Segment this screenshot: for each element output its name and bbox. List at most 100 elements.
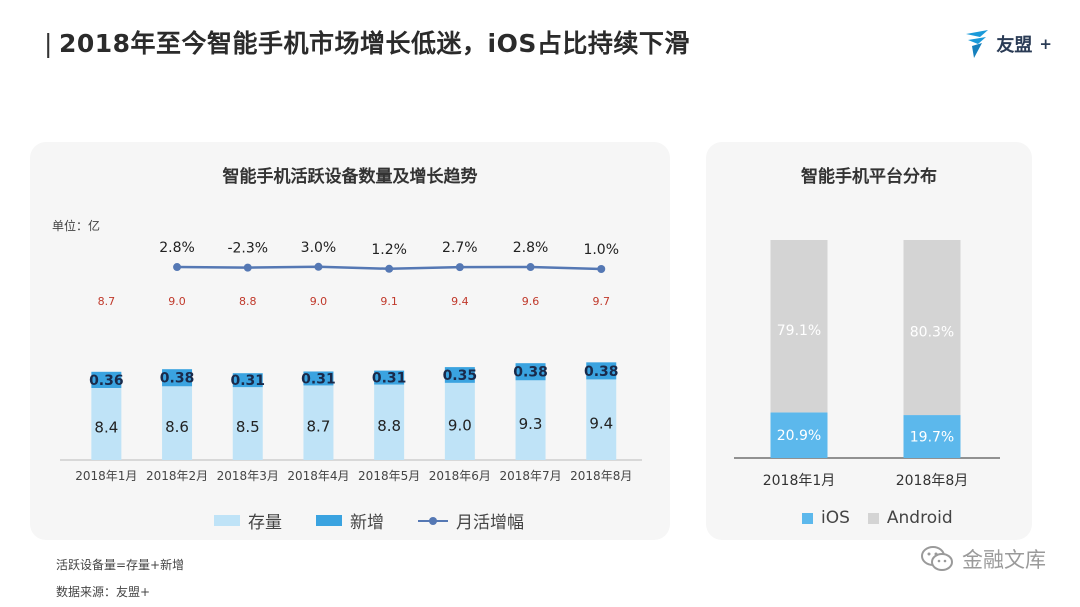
- stock-value-label: 8.6: [165, 418, 189, 436]
- total-value-label: 9.0: [310, 295, 328, 308]
- legend-label-stock: 存量: [248, 513, 282, 533]
- total-value-label: 9.0: [168, 295, 186, 308]
- new-value-label: 0.36: [89, 373, 124, 389]
- x-tick-label: 2018年5月: [358, 469, 420, 483]
- title-text: 2018年至今智能手机市场增长低迷，iOS占比持续下滑: [58, 29, 690, 58]
- new-bar: [162, 369, 193, 387]
- stock-bar: [515, 380, 546, 460]
- brand-plus: +: [1039, 35, 1052, 53]
- ios-bar: [770, 412, 828, 458]
- growth-point: [243, 263, 252, 272]
- legend-item-growth: 月活增幅: [418, 508, 524, 533]
- new-value-label: 0.31: [301, 371, 336, 387]
- ios-value-label: 20.9%: [777, 428, 821, 444]
- new-bar: [444, 367, 475, 383]
- stock-bar: [232, 387, 263, 460]
- platform-chart-panel: 智能手机平台分布 20.9% 79.1% 2018年1月 19.7% 80.3% 2018…: [706, 142, 1032, 540]
- page-title: | 2018年至今智能手机市场增长低迷，iOS占比持续下滑: [44, 24, 690, 60]
- new-bar: [515, 363, 546, 381]
- new-bar: [374, 370, 405, 385]
- x-tick-label: 2018年8月: [896, 473, 969, 489]
- activity-chart-svg: 8.4 0.36 8.7 2018年1月 8.6 0.38 9.0 2018年2月 8.5 0.3…: [60, 240, 642, 483]
- stock-value-label: 8.8: [377, 417, 401, 435]
- x-tick-label: 2018年1月: [75, 469, 137, 483]
- growth-point: [455, 263, 464, 272]
- android-bar: [770, 240, 828, 413]
- new-value-label: 0.31: [230, 373, 265, 389]
- growth-point: [173, 263, 182, 272]
- platform-legend: iOS Android: [802, 508, 953, 528]
- wechat-icon: [921, 546, 953, 571]
- total-value-label: 8.8: [239, 295, 257, 308]
- legend-item-new: 新增: [316, 508, 384, 533]
- x-tick-label: 2018年8月: [570, 469, 632, 483]
- watermark: 金融文库: [920, 544, 1046, 574]
- x-tick-label: 2018年3月: [217, 469, 279, 483]
- growth-point: [385, 264, 394, 273]
- growth-value-label: 1.0%: [583, 242, 619, 258]
- source-note: 数据来源：友盟+: [56, 585, 151, 599]
- growth-point: [597, 265, 606, 273]
- new-bar: [303, 371, 334, 386]
- watermark-text: 金融文库: [962, 548, 1046, 572]
- legend-label-growth: 月活增幅: [456, 513, 524, 533]
- brand-logo: 友盟 +: [962, 28, 1052, 60]
- stock-bar: [444, 382, 475, 460]
- total-value-label: 9.1: [380, 295, 398, 308]
- new-bar: [232, 373, 263, 388]
- android-swatch: [867, 512, 879, 524]
- stock-bar: [374, 384, 405, 460]
- ios-bar: [903, 415, 961, 458]
- stock-value-label: 9.4: [589, 415, 613, 433]
- growth-line-swatch: [418, 515, 448, 527]
- new-value-label: 0.35: [443, 368, 478, 384]
- brand-name: 友盟: [996, 35, 1033, 56]
- stock-bar: [303, 385, 334, 460]
- legend-label-new: 新增: [350, 513, 384, 533]
- total-value-label: 8.7: [98, 295, 116, 308]
- x-tick-label: 2018年2月: [146, 469, 208, 483]
- stock-value-label: 8.7: [307, 417, 331, 435]
- stock-value-label: 8.4: [94, 419, 118, 437]
- stock-bar: [91, 388, 122, 460]
- activity-chart-panel: 智能手机活跃设备数量及增长趋势 单位：亿 8.4 0.36 8.7 2018年1月 8.…: [30, 142, 670, 540]
- stock-value-label: 9.3: [519, 415, 543, 433]
- ios-value-label: 19.7%: [910, 430, 954, 446]
- stock-bar: [162, 386, 193, 460]
- new-bar: [586, 362, 617, 380]
- total-value-label: 9.4: [451, 295, 469, 308]
- new-bar: [91, 371, 122, 388]
- x-tick-label: 2018年4月: [287, 469, 349, 483]
- total-value-label: 9.6: [522, 295, 540, 308]
- legend-label-ios: iOS: [821, 508, 850, 528]
- android-bar: [903, 240, 961, 416]
- total-value-label: 9.7: [593, 295, 611, 308]
- activity-chart-title: 智能手机活跃设备数量及增长趋势: [222, 167, 478, 187]
- android-value-label: 79.1%: [777, 323, 821, 339]
- platform-chart-title: 智能手机平台分布: [801, 167, 937, 187]
- new-swatch: [316, 515, 342, 526]
- legend-item-android: Android: [867, 508, 953, 528]
- growth-value-label: 2.8%: [159, 240, 195, 256]
- android-value-label: 80.3%: [910, 324, 954, 340]
- new-value-label: 0.38: [584, 364, 619, 380]
- growth-value-label: 2.7%: [442, 240, 478, 256]
- x-tick-label: 2018年1月: [763, 473, 836, 489]
- unit-label: 单位：亿: [52, 219, 101, 233]
- stock-value-label: 9.0: [448, 416, 472, 434]
- ios-swatch: [802, 512, 813, 524]
- formula-note: 活跃设备量=存量+新增: [56, 558, 185, 572]
- new-value-label: 0.38: [513, 365, 548, 381]
- growth-value-label: 3.0%: [301, 240, 337, 256]
- stock-value-label: 8.5: [236, 418, 260, 436]
- new-value-label: 0.31: [372, 371, 407, 387]
- growth-point: [314, 262, 323, 271]
- title-bar: |: [44, 29, 53, 58]
- stock-bar: [586, 379, 617, 460]
- legend-item-ios: iOS: [802, 508, 850, 528]
- x-tick-label: 2018年7月: [499, 469, 561, 483]
- legend-item-stock: 存量: [214, 508, 282, 533]
- platform-chart-svg: 20.9% 79.1% 2018年1月 19.7% 80.3% 2018年8月: [734, 240, 1000, 489]
- growth-value-label: 2.8%: [513, 240, 549, 256]
- growth-value-label: 1.2%: [371, 242, 407, 258]
